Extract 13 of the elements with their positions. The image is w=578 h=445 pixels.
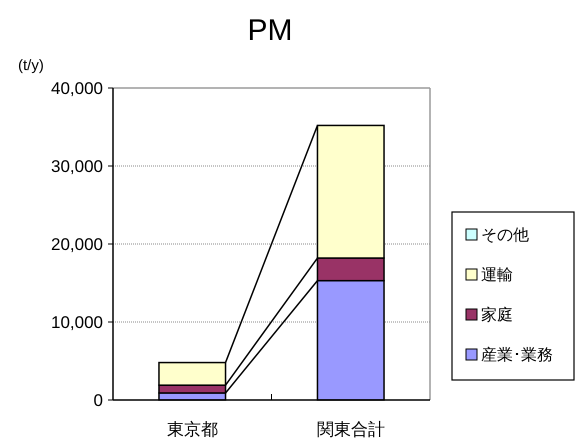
- y-tick-label: 10,000: [51, 313, 103, 332]
- y-tick-label: 20,000: [51, 235, 103, 254]
- y-tick-label: 0: [94, 391, 103, 410]
- y-axis-title: (t/y): [18, 57, 44, 74]
- legend-label: 産業･業務: [481, 346, 553, 364]
- legend-label: 運輸: [481, 267, 513, 284]
- legend-label: その他: [481, 227, 529, 244]
- x-tick-label: 東京都: [166, 420, 218, 439]
- x-tick-label: 関東合計: [316, 420, 385, 439]
- chart-title: PM: [248, 14, 292, 47]
- y-tick-label: 30,000: [51, 157, 103, 176]
- legend-label: 家庭: [481, 306, 513, 324]
- y-tick-label: 40,000: [51, 79, 103, 98]
